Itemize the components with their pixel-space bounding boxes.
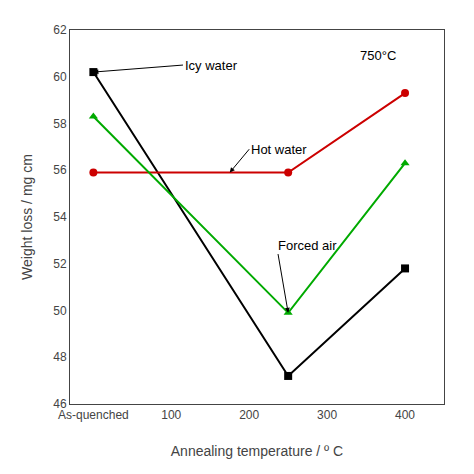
svg-text:58: 58 [53,117,67,131]
svg-text:52: 52 [53,257,67,271]
svg-text:300: 300 [317,408,337,422]
svg-text:Weight loss / mg cm: Weight loss / mg cm [19,154,35,280]
svg-text:750°C: 750°C [360,48,396,63]
svg-text:50: 50 [53,304,67,318]
svg-text:54: 54 [53,210,67,224]
svg-text:48: 48 [53,350,67,364]
svg-text:400: 400 [395,408,415,422]
svg-text:Hot water: Hot water [251,142,307,157]
svg-text:56: 56 [53,163,67,177]
svg-text:Annealing temperature / º C: Annealing temperature / º C [171,443,343,459]
svg-text:Forced air: Forced air [278,238,337,253]
svg-text:200: 200 [239,408,259,422]
svg-text:100: 100 [161,408,181,422]
svg-text:62: 62 [53,23,67,37]
svg-text:60: 60 [53,70,67,84]
svg-text:46: 46 [53,397,67,411]
svg-text:Icy water: Icy water [185,58,238,73]
svg-text:As-quenched: As-quenched [58,408,129,422]
